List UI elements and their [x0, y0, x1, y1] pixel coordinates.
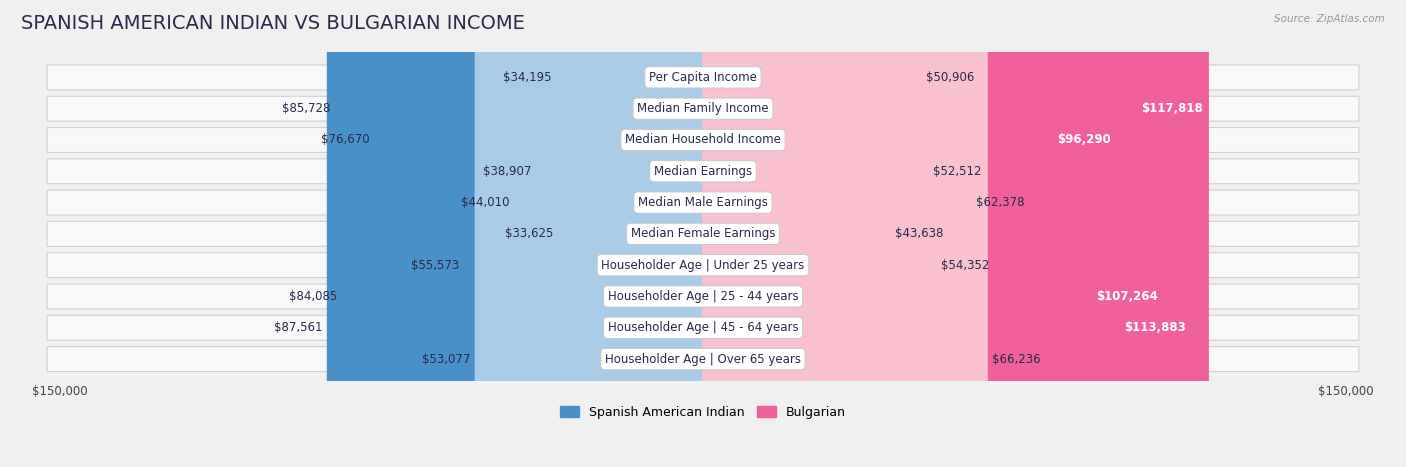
FancyBboxPatch shape — [48, 284, 1358, 309]
FancyBboxPatch shape — [48, 127, 1358, 152]
Text: SPANISH AMERICAN INDIAN VS BULGARIAN INCOME: SPANISH AMERICAN INDIAN VS BULGARIAN INC… — [21, 14, 524, 33]
Text: $87,561: $87,561 — [274, 321, 322, 334]
FancyBboxPatch shape — [48, 221, 1358, 246]
Text: $113,883: $113,883 — [1125, 321, 1187, 334]
Text: Median Household Income: Median Household Income — [626, 134, 780, 147]
Text: $66,236: $66,236 — [993, 353, 1040, 366]
Text: Median Earnings: Median Earnings — [654, 165, 752, 178]
FancyBboxPatch shape — [702, 0, 891, 467]
FancyBboxPatch shape — [536, 0, 704, 467]
Text: Per Capita Income: Per Capita Income — [650, 71, 756, 84]
Text: Median Family Income: Median Family Income — [637, 102, 769, 115]
FancyBboxPatch shape — [702, 0, 1209, 467]
Text: Source: ZipAtlas.com: Source: ZipAtlas.com — [1274, 14, 1385, 24]
FancyBboxPatch shape — [48, 347, 1358, 372]
FancyBboxPatch shape — [513, 0, 704, 467]
FancyBboxPatch shape — [702, 0, 972, 467]
FancyBboxPatch shape — [48, 315, 1358, 340]
FancyBboxPatch shape — [702, 0, 1164, 467]
FancyBboxPatch shape — [48, 253, 1358, 277]
Text: $44,010: $44,010 — [461, 196, 509, 209]
Text: $33,625: $33,625 — [505, 227, 554, 241]
Text: $85,728: $85,728 — [283, 102, 330, 115]
Text: $117,818: $117,818 — [1142, 102, 1204, 115]
Text: $43,638: $43,638 — [896, 227, 943, 241]
FancyBboxPatch shape — [48, 96, 1358, 121]
Text: $54,352: $54,352 — [941, 259, 990, 272]
Text: Householder Age | Under 25 years: Householder Age | Under 25 years — [602, 259, 804, 272]
FancyBboxPatch shape — [48, 159, 1358, 184]
Text: $52,512: $52,512 — [934, 165, 981, 178]
FancyBboxPatch shape — [558, 0, 704, 467]
FancyBboxPatch shape — [702, 0, 1192, 467]
Text: $84,085: $84,085 — [290, 290, 337, 303]
Text: $55,573: $55,573 — [412, 259, 460, 272]
FancyBboxPatch shape — [48, 190, 1358, 215]
FancyBboxPatch shape — [702, 0, 929, 467]
Text: $50,906: $50,906 — [927, 71, 974, 84]
Text: $53,077: $53,077 — [422, 353, 471, 366]
Text: $34,195: $34,195 — [503, 71, 551, 84]
Text: $62,378: $62,378 — [976, 196, 1024, 209]
Text: Householder Age | 45 - 64 years: Householder Age | 45 - 64 years — [607, 321, 799, 334]
FancyBboxPatch shape — [702, 0, 936, 467]
FancyBboxPatch shape — [702, 0, 988, 467]
Legend: Spanish American Indian, Bulgarian: Spanish American Indian, Bulgarian — [555, 401, 851, 424]
Text: Median Female Earnings: Median Female Earnings — [631, 227, 775, 241]
FancyBboxPatch shape — [555, 0, 704, 467]
FancyBboxPatch shape — [326, 0, 704, 467]
Text: Householder Age | 25 - 44 years: Householder Age | 25 - 44 years — [607, 290, 799, 303]
FancyBboxPatch shape — [335, 0, 704, 467]
Text: $38,907: $38,907 — [482, 165, 531, 178]
Text: Householder Age | Over 65 years: Householder Age | Over 65 years — [605, 353, 801, 366]
Text: $96,290: $96,290 — [1057, 134, 1111, 147]
FancyBboxPatch shape — [464, 0, 704, 467]
FancyBboxPatch shape — [702, 0, 922, 467]
Text: Median Male Earnings: Median Male Earnings — [638, 196, 768, 209]
FancyBboxPatch shape — [702, 0, 1116, 467]
Text: $107,264: $107,264 — [1095, 290, 1157, 303]
Text: $76,670: $76,670 — [321, 134, 370, 147]
FancyBboxPatch shape — [342, 0, 704, 467]
FancyBboxPatch shape — [48, 65, 1358, 90]
FancyBboxPatch shape — [475, 0, 704, 467]
FancyBboxPatch shape — [374, 0, 704, 467]
